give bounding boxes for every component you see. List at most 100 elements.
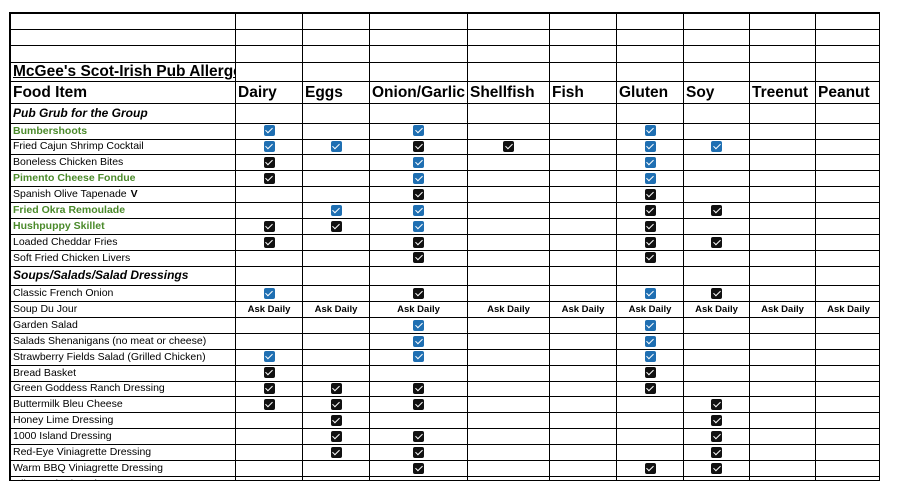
ask-daily-note: Ask Daily: [302, 301, 370, 318]
checkbox-checked-icon[interactable]: [644, 204, 656, 216]
fish-cell: [549, 396, 617, 414]
checkbox-checked-icon[interactable]: [711, 204, 722, 216]
eggs-cell: [302, 170, 370, 188]
checkbox-checked-icon[interactable]: [263, 367, 275, 379]
checkbox-checked-icon[interactable]: [711, 462, 722, 474]
checkbox-checked-icon[interactable]: [413, 236, 424, 248]
food-item-name: Warm BBQ Viniagrette Dressing: [10, 459, 236, 477]
onion-garlic-cell: [369, 138, 468, 156]
checkbox-checked-icon[interactable]: [263, 125, 275, 137]
checkbox-checked-icon[interactable]: [413, 188, 424, 200]
checkbox-checked-icon[interactable]: [413, 399, 424, 411]
fish-cell: [549, 428, 617, 446]
checkbox-checked-icon[interactable]: [263, 399, 275, 411]
checkbox-checked-icon[interactable]: [644, 125, 656, 137]
food-item-name: Classic French Onion: [10, 285, 236, 303]
checkbox-checked-icon[interactable]: [711, 399, 722, 411]
treenut-cell: [749, 428, 816, 446]
checkbox-checked-icon[interactable]: [263, 287, 275, 299]
checkbox-checked-icon[interactable]: [330, 204, 342, 216]
checkbox-checked-icon[interactable]: [413, 157, 424, 169]
treenut-cell: [749, 396, 816, 414]
checkbox-checked-icon[interactable]: [413, 383, 424, 395]
checkbox-checked-icon[interactable]: [644, 220, 656, 232]
empty-cell: [235, 29, 303, 47]
checkbox-checked-icon[interactable]: [263, 172, 275, 184]
checkbox-checked-icon[interactable]: [263, 351, 275, 363]
checkbox-checked-icon[interactable]: [413, 335, 424, 347]
checkbox-checked-icon[interactable]: [644, 157, 656, 169]
checkbox-checked-icon[interactable]: [263, 383, 275, 395]
checkbox-checked-icon[interactable]: [413, 287, 424, 299]
peanut-cell: [815, 380, 879, 398]
dairy-cell: [235, 154, 303, 172]
checkbox-checked-icon[interactable]: [413, 204, 424, 216]
empty-cell: [369, 29, 468, 47]
onion-garlic-cell: [369, 186, 468, 204]
checkbox-checked-icon[interactable]: [330, 141, 342, 153]
checkbox-checked-icon[interactable]: [413, 125, 424, 137]
eggs-cell: [302, 332, 370, 350]
checkbox-checked-icon[interactable]: [644, 252, 656, 264]
checkbox-checked-icon[interactable]: [644, 188, 656, 200]
soy-cell: [683, 459, 750, 477]
food-item-name: Spanish Olive Tapenade V: [10, 186, 236, 204]
checkbox-checked-icon[interactable]: [711, 430, 722, 442]
checkbox-checked-icon[interactable]: [644, 462, 656, 474]
dairy-cell: [235, 122, 303, 140]
checkbox-checked-icon[interactable]: [644, 367, 656, 379]
checkbox-checked-icon[interactable]: [413, 252, 424, 264]
onion-garlic-cell: [369, 364, 468, 382]
checkbox-checked-icon[interactable]: [413, 141, 424, 153]
shellfish-cell: [467, 138, 550, 156]
item-row-bread-basket: Bread Basket: [10, 364, 879, 382]
checkbox-checked-icon[interactable]: [503, 141, 514, 153]
empty-cell: [683, 265, 750, 287]
checkbox-checked-icon[interactable]: [413, 172, 424, 184]
gluten-cell: [616, 170, 684, 188]
checkbox-checked-icon[interactable]: [413, 351, 424, 363]
checkbox-checked-icon[interactable]: [413, 319, 424, 331]
fish-cell: [549, 138, 617, 156]
checkbox-checked-icon[interactable]: [330, 383, 342, 395]
checkbox-checked-icon[interactable]: [711, 141, 722, 153]
fish-cell: [549, 444, 617, 461]
checkbox-checked-icon[interactable]: [413, 220, 424, 232]
empty-cell: [616, 45, 684, 63]
checkbox-checked-icon[interactable]: [263, 157, 275, 169]
item-row-classic-french-onion: Classic French Onion: [10, 285, 879, 303]
checkbox-checked-icon[interactable]: [711, 414, 722, 426]
checkbox-checked-icon[interactable]: [330, 414, 342, 426]
peanut-cell: [815, 428, 879, 446]
empty-cell: [369, 45, 468, 63]
checkbox-checked-icon[interactable]: [644, 351, 656, 363]
fish-cell: [549, 459, 617, 477]
eggs-cell: [302, 396, 370, 414]
shellfish-cell: [467, 444, 550, 461]
checkbox-checked-icon[interactable]: [644, 141, 656, 153]
checkbox-checked-icon[interactable]: [330, 220, 342, 232]
checkbox-checked-icon[interactable]: [330, 399, 342, 411]
checkbox-checked-icon[interactable]: [413, 446, 424, 458]
blank-row: [10, 29, 879, 47]
checkbox-checked-icon[interactable]: [330, 430, 342, 442]
checkbox-checked-icon[interactable]: [413, 430, 424, 442]
checkbox-checked-icon[interactable]: [644, 319, 656, 331]
checkbox-checked-icon[interactable]: [263, 220, 275, 232]
checkbox-checked-icon[interactable]: [644, 236, 656, 248]
checkbox-checked-icon[interactable]: [644, 172, 656, 184]
checkbox-checked-icon[interactable]: [711, 236, 722, 248]
item-row-boneless-chicken-bites: Boneless Chicken Bites: [10, 154, 879, 172]
checkbox-checked-icon[interactable]: [644, 335, 656, 347]
dairy-cell: [235, 332, 303, 350]
checkbox-checked-icon[interactable]: [330, 446, 342, 458]
checkbox-checked-icon[interactable]: [711, 446, 722, 458]
item-row-green-goddess-ranch-dressing: Green Goddess Ranch Dressing: [10, 380, 879, 398]
checkbox-checked-icon[interactable]: [644, 287, 656, 299]
peanut-cell: [815, 316, 879, 334]
checkbox-checked-icon[interactable]: [413, 462, 424, 474]
checkbox-checked-icon[interactable]: [644, 383, 656, 395]
checkbox-checked-icon[interactable]: [263, 141, 275, 153]
checkbox-checked-icon[interactable]: [263, 236, 275, 248]
checkbox-checked-icon[interactable]: [711, 287, 722, 299]
